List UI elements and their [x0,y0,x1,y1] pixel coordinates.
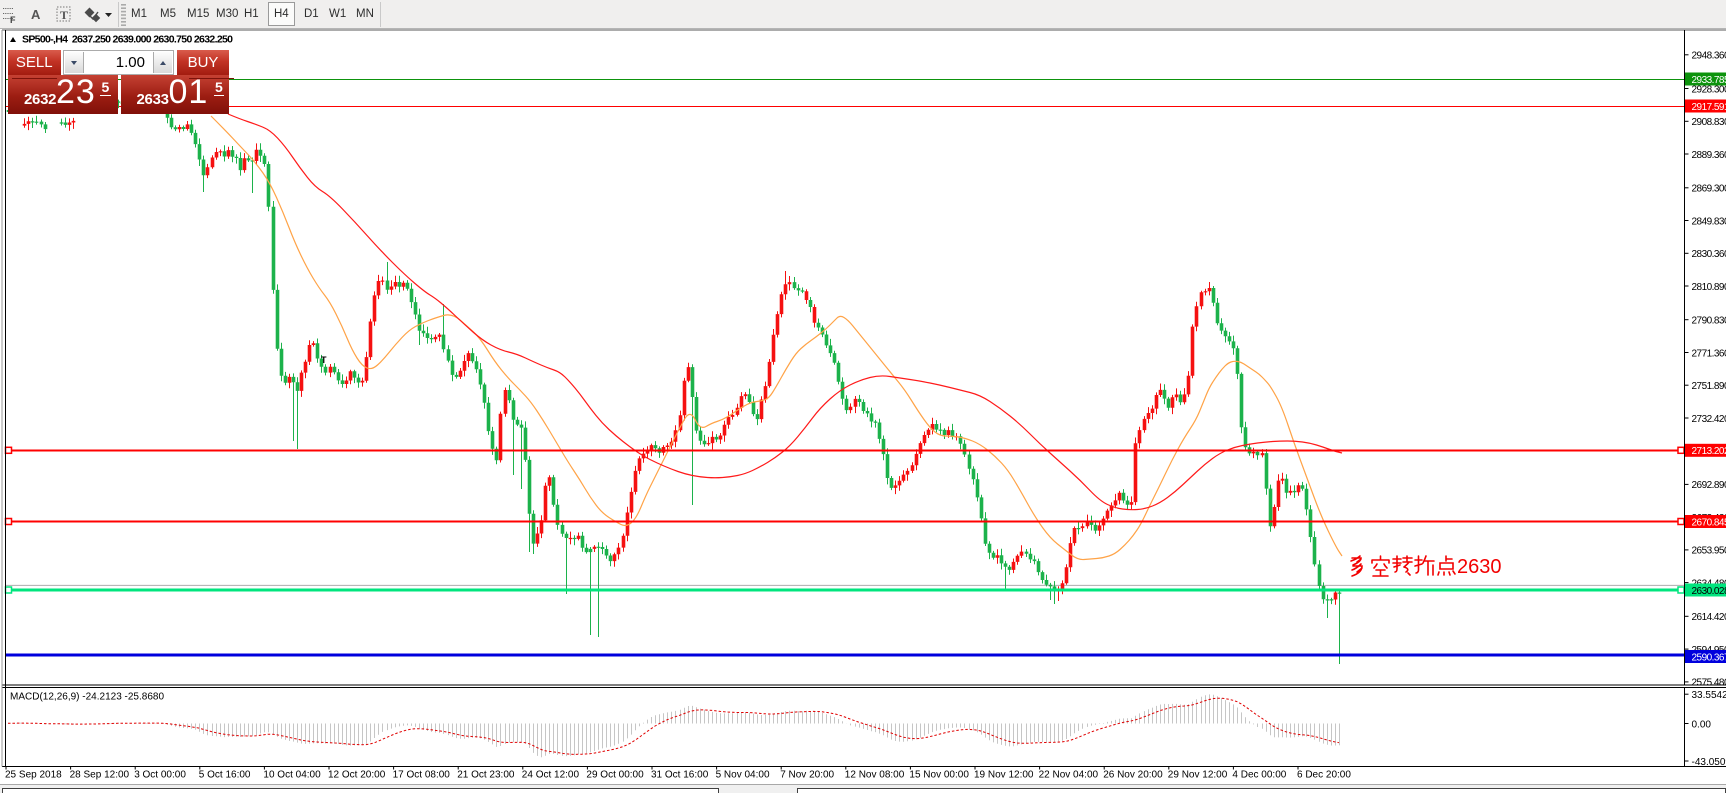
svg-text:2928.300: 2928.300 [1692,84,1726,95]
svg-text:0.00: 0.00 [1692,719,1712,730]
svg-text:21 Oct 23:00: 21 Oct 23:00 [457,770,515,781]
svg-text:2614.420: 2614.420 [1692,612,1726,623]
svg-text:2713.202: 2713.202 [1692,446,1726,457]
svg-text:2849.830: 2849.830 [1692,216,1726,227]
svg-text:-43.0509: -43.0509 [1692,757,1726,768]
svg-text:17 Oct 08:00: 17 Oct 08:00 [393,770,451,781]
svg-text:2790.830: 2790.830 [1692,316,1726,327]
svg-text:A: A [31,7,41,22]
svg-text:2908.830: 2908.830 [1692,117,1726,128]
svg-text:15 Nov 00:00: 15 Nov 00:00 [909,770,969,781]
svg-text:31 Oct 16:00: 31 Oct 16:00 [651,770,709,781]
svg-text:2670.845: 2670.845 [1692,517,1726,528]
svg-text:F: F [10,15,16,25]
svg-text:24 Oct 12:00: 24 Oct 12:00 [522,770,580,781]
svg-text:2653.950: 2653.950 [1692,546,1726,557]
svg-text:2933.785: 2933.785 [1692,75,1726,86]
svg-text:6 Dec 20:00: 6 Dec 20:00 [1297,770,1351,781]
svg-text:29 Nov 12:00: 29 Nov 12:00 [1168,770,1228,781]
svg-text:2630.028: 2630.028 [1692,586,1726,597]
svg-text:29 Oct 00:00: 29 Oct 00:00 [586,770,644,781]
svg-text:5 Oct 16:00: 5 Oct 16:00 [199,770,251,781]
svg-text:3 Oct 00:00: 3 Oct 00:00 [134,770,186,781]
svg-text:2630: 2630 [1457,556,1502,578]
svg-text:25 Sep 2018: 25 Sep 2018 [5,770,62,781]
svg-text:2830.360: 2830.360 [1692,249,1726,260]
svg-text:2810.890: 2810.890 [1692,282,1726,293]
svg-text:22 Nov 04:00: 22 Nov 04:00 [1039,770,1099,781]
svg-text:2869.300: 2869.300 [1692,184,1726,195]
svg-text:12 Nov 08:00: 12 Nov 08:00 [845,770,905,781]
svg-text:4 Dec 00:00: 4 Dec 00:00 [1232,770,1286,781]
svg-text:33.5542: 33.5542 [1692,690,1726,701]
svg-text:2889.360: 2889.360 [1692,150,1726,161]
svg-text:2948.360: 2948.360 [1692,51,1726,62]
svg-text:SP500-,H4 2637.250 2639.000 2: SP500-,H4 2637.250 2639.000 2630.750 263… [22,34,233,46]
svg-text:2692.890: 2692.890 [1692,480,1726,491]
svg-text:28 Sep 12:00: 28 Sep 12:00 [70,770,130,781]
svg-text:12 Oct 20:00: 12 Oct 20:00 [328,770,386,781]
svg-text:2732.420: 2732.420 [1692,414,1726,425]
svg-text:T: T [60,8,68,22]
svg-text:5 Nov 04:00: 5 Nov 04:00 [716,770,770,781]
svg-text:MACD(12,26,9) -24.2123 -25.868: MACD(12,26,9) -24.2123 -25.8680 [10,692,164,703]
svg-text:2575.480: 2575.480 [1692,678,1726,689]
svg-text:T: T [321,355,327,365]
svg-text:7 Nov 20:00: 7 Nov 20:00 [780,770,834,781]
svg-text:2751.890: 2751.890 [1692,381,1726,392]
svg-text:2590.367: 2590.367 [1692,652,1726,663]
svg-text:26 Nov 20:00: 26 Nov 20:00 [1103,770,1163,781]
svg-text:10 Oct 04:00: 10 Oct 04:00 [263,770,321,781]
svg-text:2917.591: 2917.591 [1692,102,1726,113]
svg-text:2771.360: 2771.360 [1692,348,1726,359]
svg-text:19 Nov 12:00: 19 Nov 12:00 [974,770,1034,781]
